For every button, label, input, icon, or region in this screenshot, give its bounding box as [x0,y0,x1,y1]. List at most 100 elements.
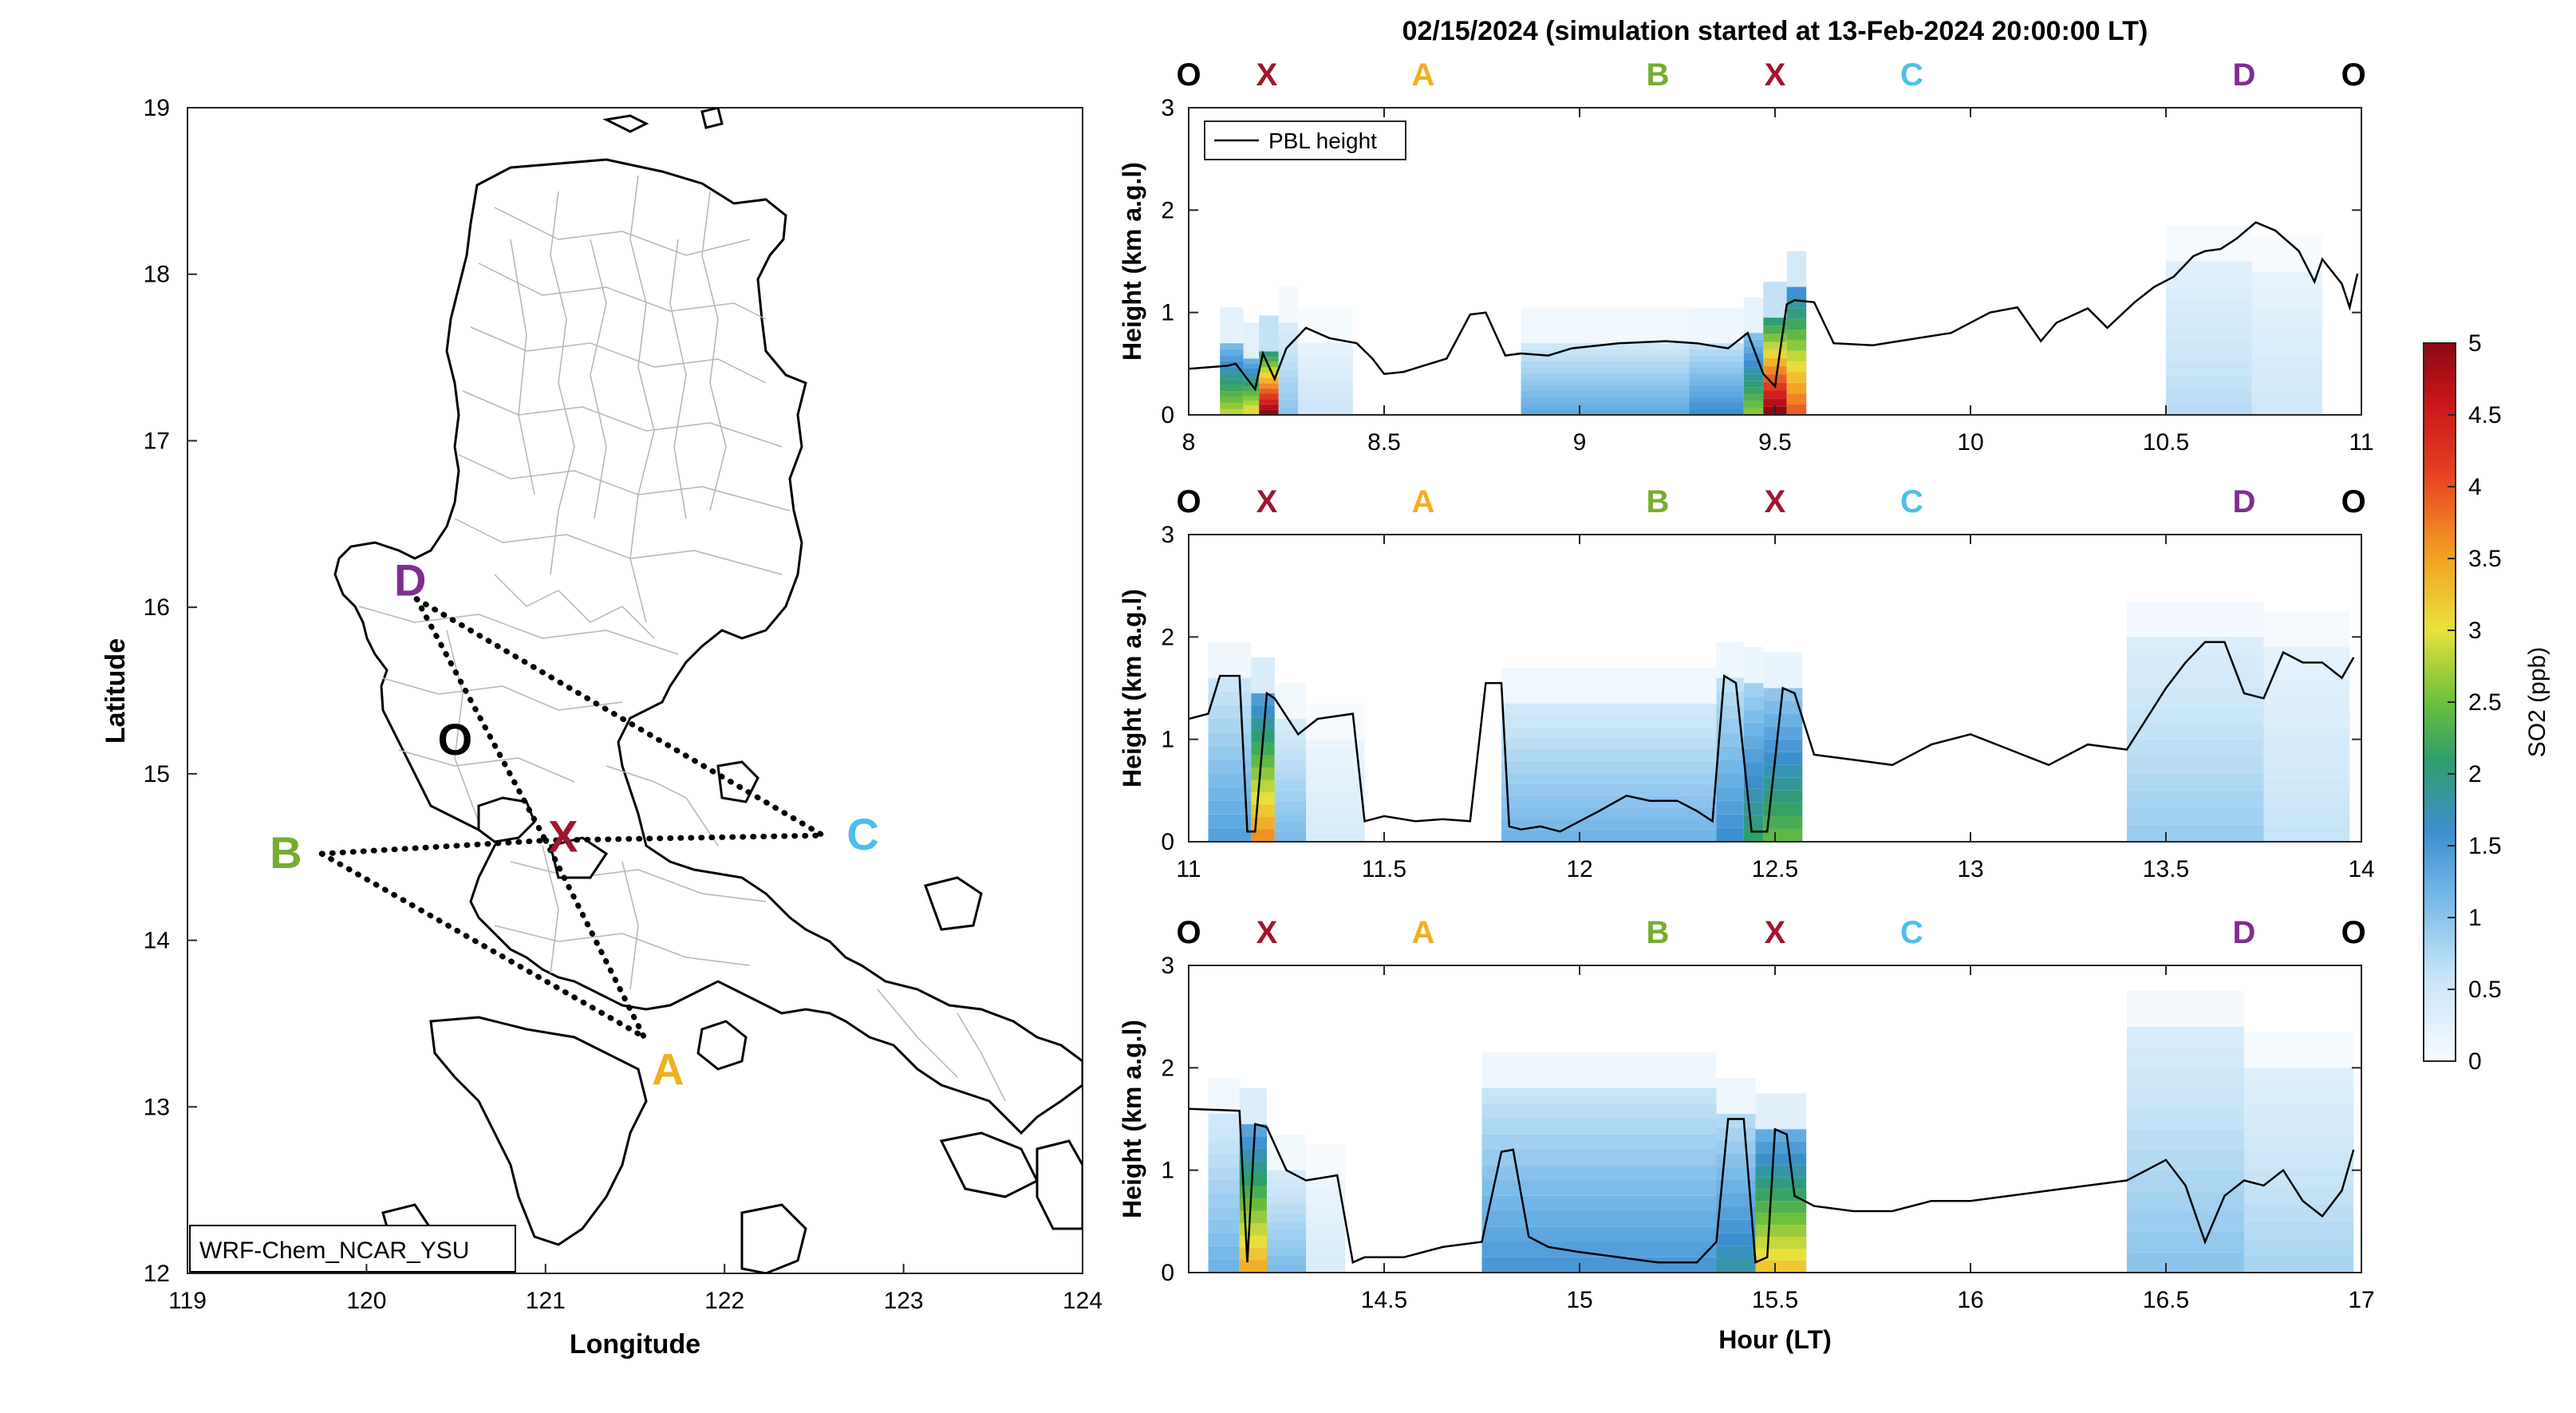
so2-cell [1481,1257,1717,1273]
so2-cell [1306,1144,1345,1181]
so2-cell [1278,407,1299,415]
so2-cell [1278,322,1299,331]
so2-cell [2127,671,2264,689]
cbar-tick-label: 2 [2468,761,2482,787]
so2-cell [1208,814,1252,828]
so2-cell [1743,802,1764,815]
so2-cell [1243,373,1260,377]
so2-cell [1755,1189,1807,1202]
panel-3: 14.5 15 15.5 16 16.5 17 0 1 2 3 Height (km a.g.l) O… [1118,915,2375,1313]
mindoro-island [429,1016,648,1246]
so2-cell [1689,379,1744,385]
so2-cell [2127,1088,2244,1109]
so2-cell [1786,404,1807,415]
so2-cell [1306,799,1365,808]
panel-xtick-label: 8 [1182,429,1196,456]
so2-cell [2263,728,2350,745]
so2-cell [1298,355,1353,361]
so2-cell [1208,1193,1240,1207]
panel-waypoint-X: X [1765,915,1786,950]
so2-cell [2263,696,2350,712]
panel-waypoint-O: O [1176,484,1201,519]
so2-cell [1208,800,1252,815]
so2-cell [1481,1211,1717,1227]
so2-cell [1278,286,1299,323]
so2-cell [2244,1170,2354,1188]
so2-cell [1501,667,1717,704]
panel-ytick-label: 1 [1161,300,1174,326]
so2-cell [1521,307,1690,344]
panel-ytick-label: 1 [1161,727,1174,753]
model-label: WRF-Chem_NCAR_YSU [199,1237,469,1264]
so2-cell [1716,773,1744,787]
so2-cell [1716,814,1744,828]
panel-waypoint-X: X [1765,484,1786,519]
so2-cell [1716,1078,1756,1115]
pbl-height-line [1189,221,2359,392]
so2-cell [1220,355,1244,361]
cbar-tick-label: 1.5 [2468,833,2502,859]
so2-cell [1306,764,1365,774]
so2-cell [2244,1204,2354,1222]
waypoint-X: X [548,811,578,861]
so2-cell [1267,1229,1306,1239]
so2-cell [2251,331,2322,344]
so2-cell [1298,349,1353,356]
so2-cell [1251,657,1275,693]
so2-cell [1278,399,1299,408]
so2-cell [1243,386,1260,392]
so2-cell [2166,261,2252,274]
so2-cell [2244,1119,2354,1136]
so2-cell [1716,1114,1756,1127]
so2-cell [1243,410,1260,415]
so2-cell [1521,397,1690,404]
panel-1: 8 8.5 9 9.5 10 10.5 11 0 1 2 3 Height (km a.g.l) O X A… [1118,57,2374,456]
so2-cell [1743,776,1764,789]
so2-cell [2263,760,2350,777]
so2-cell [1743,381,1764,388]
panel-xtick-label: 17 [2348,1287,2374,1313]
so2-cell [1716,1166,1756,1180]
so2-cell [1306,1188,1345,1196]
so2-cell [1267,1195,1306,1205]
so2-cell [1786,350,1807,362]
province-boundaries [358,175,1006,1102]
so2-cell [1716,800,1744,815]
so2-cell [1763,366,1787,375]
so2-cell [1274,821,1306,832]
panel-ytick-label: 0 [1161,402,1174,428]
map-ytick-label: 13 [144,1094,170,1120]
babuyan-islands [602,108,724,133]
so2-cell [1716,719,1744,733]
cbar-tick-label: 5 [2468,330,2482,357]
so2-cell [1521,373,1690,380]
so2-cell [1306,1180,1345,1189]
so2-cell [2127,705,2264,723]
so2-cell [1208,705,1252,719]
so2-cell [1267,1187,1306,1196]
so2-cell [1521,361,1690,368]
so2-cell [2263,647,2350,664]
marinduque-island [696,1020,748,1071]
so2-cell [1298,367,1353,373]
so2-cell [1208,827,1252,842]
so2-cell [1298,391,1353,397]
so2-cell [1755,1093,1807,1130]
so2-cell [1521,385,1690,392]
so2-cell [1298,397,1353,404]
luzon-coastline [333,158,1083,1135]
so2-cell [1239,1198,1267,1211]
pbl-legend: PBL height [1204,120,1406,160]
so2-cell [1208,787,1252,801]
so2-cell [1763,357,1787,367]
panel-waypoint-X: X [1256,57,1278,93]
so2-cell [1239,1186,1267,1198]
flight-tracks [318,596,826,1040]
so2-cell [1755,1177,1807,1190]
so2-cell [2127,1150,2244,1170]
model-label-box [189,1225,516,1273]
so2-cell [1743,333,1764,340]
so2-cell [1521,355,1690,361]
so2-cell [1755,1165,1807,1178]
so2-cell [1251,804,1275,817]
